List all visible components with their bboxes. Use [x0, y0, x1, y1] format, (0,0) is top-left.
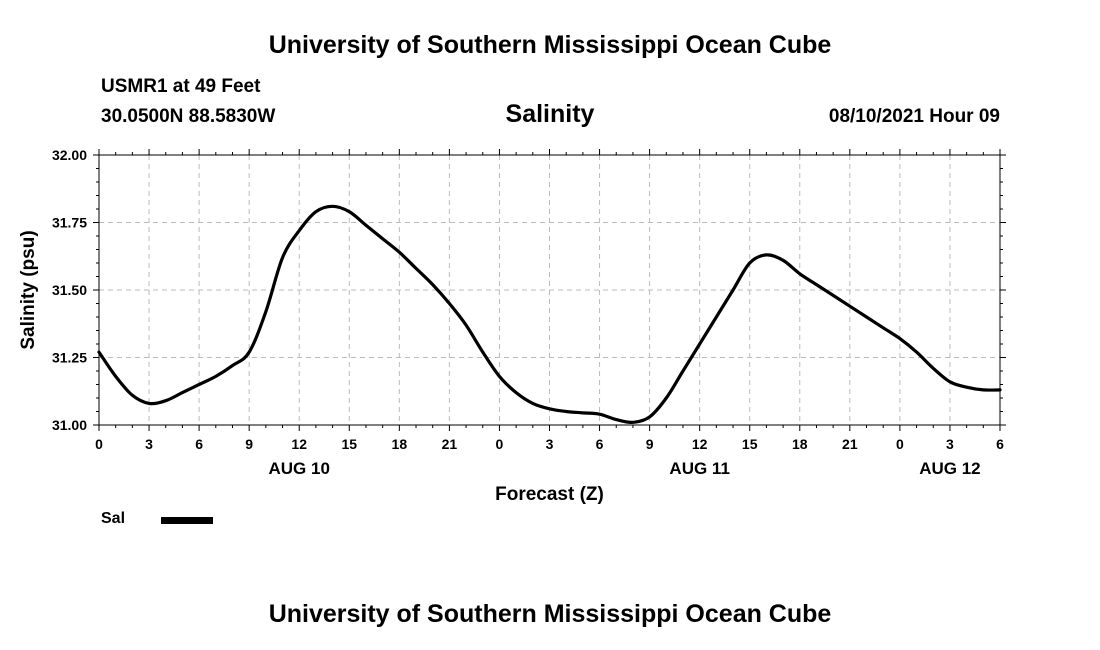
y-tick-label: 32.00 — [52, 147, 87, 163]
x-tick-label: 0 — [896, 436, 904, 452]
x-tick-label: 3 — [145, 436, 153, 452]
x-tick-label: 12 — [291, 436, 307, 452]
y-tick-label: 31.00 — [52, 417, 87, 433]
x-tick-label: 0 — [95, 436, 103, 452]
chart-main-title: University of Southern Mississippi Ocean… — [268, 31, 832, 59]
y-tick-label: 31.50 — [52, 282, 87, 298]
datetime-label: 08/10/2021 Hour 09 — [828, 106, 1000, 127]
day-label: AUG 10 — [269, 459, 330, 478]
y-tick-label: 31.75 — [52, 215, 87, 231]
station-label: USMR1 at 49 Feet — [101, 76, 261, 97]
y-axis-label: Salinity (psu) — [18, 230, 39, 349]
x-tick-label: 15 — [341, 436, 357, 452]
x-tick-label: 18 — [792, 436, 808, 452]
x-tick-label: 18 — [392, 436, 408, 452]
x-tick-label: 9 — [646, 436, 654, 452]
x-tick-label: 9 — [245, 436, 253, 452]
legend-swatch — [161, 517, 213, 524]
x-tick-label: 21 — [842, 436, 858, 452]
x-axis-label: Forecast (Z) — [495, 484, 604, 505]
day-label: AUG 12 — [919, 459, 980, 478]
day-label: AUG 11 — [669, 459, 729, 478]
x-tick-label: 6 — [195, 436, 203, 452]
x-tick-label: 15 — [742, 436, 758, 452]
x-tick-label: 6 — [996, 436, 1004, 452]
x-tick-label: 3 — [946, 436, 954, 452]
y-tick-label: 31.25 — [52, 350, 87, 366]
x-tick-label: 21 — [442, 436, 458, 452]
chart-subtitle: Salinity — [505, 100, 595, 128]
series-line-sal — [97, 204, 1002, 424]
chart-footer-title: University of Southern Mississippi Ocean… — [268, 600, 832, 628]
x-tick-label: 3 — [546, 436, 554, 452]
x-tick-label: 12 — [692, 436, 708, 452]
legend-label: Sal — [101, 510, 126, 527]
x-tick-label: 0 — [496, 436, 504, 452]
x-tick-label: 6 — [596, 436, 604, 452]
coordinates-label: 30.0500N 88.5830W — [101, 106, 276, 127]
